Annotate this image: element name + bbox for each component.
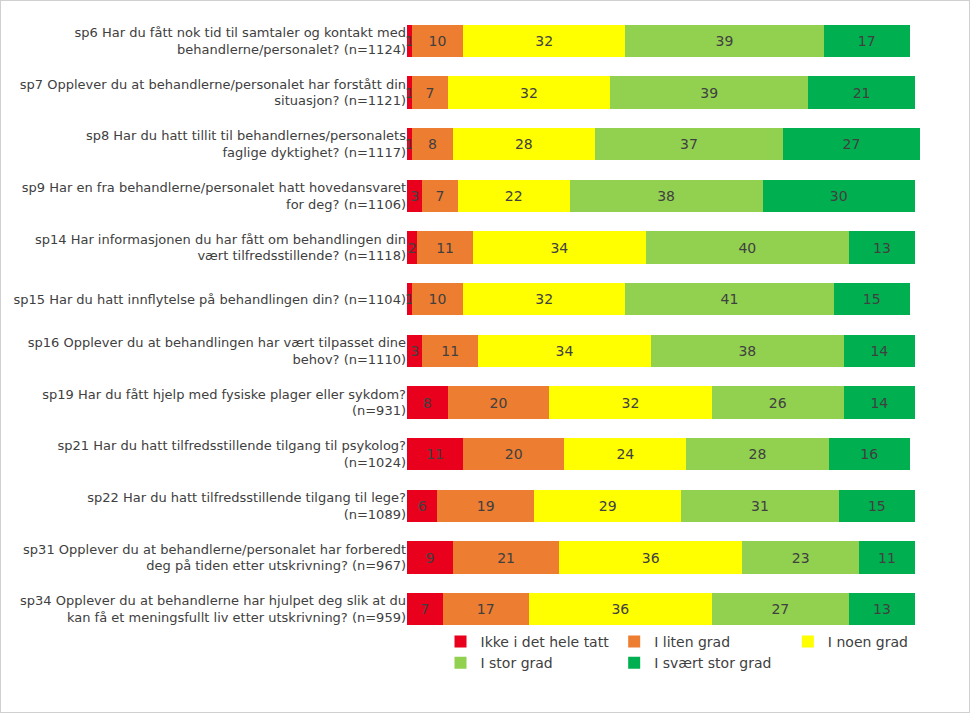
svg-text:8: 8 — [423, 395, 432, 411]
svg-text:sp7 Opplever du at behandlerne: sp7 Opplever du at behandlerne/personale… — [20, 77, 406, 109]
svg-text:21: 21 — [853, 85, 871, 101]
svg-text:8: 8 — [428, 136, 437, 152]
svg-text:36: 36 — [611, 601, 629, 617]
svg-text:3: 3 — [410, 343, 419, 359]
svg-text:24: 24 — [616, 446, 634, 462]
svg-text:19: 19 — [477, 498, 495, 514]
svg-text:22: 22 — [505, 188, 523, 204]
svg-text:28: 28 — [515, 136, 533, 152]
svg-text:38: 38 — [657, 188, 675, 204]
svg-text:6: 6 — [418, 498, 427, 514]
svg-text:sp6 Har du fått nok tid til sa: sp6 Har du fått nok tid til samtaler og … — [75, 25, 406, 57]
svg-text:sp31 Opplever du at behandlern: sp31 Opplever du at behandlerne/personal… — [23, 542, 406, 574]
svg-text:40: 40 — [738, 240, 756, 256]
svg-text:1: 1 — [405, 291, 414, 307]
svg-text:sp14 Har informasjonen du har: sp14 Har informasjonen du har fått om be… — [35, 232, 406, 264]
svg-text:I stor grad: I stor grad — [481, 655, 553, 671]
svg-text:sp21 Har du hatt tilfredsstill: sp21 Har du hatt tilfredsstillende tilga… — [58, 438, 406, 470]
svg-text:14: 14 — [870, 395, 888, 411]
svg-text:20: 20 — [490, 395, 508, 411]
svg-text:3: 3 — [410, 188, 419, 204]
svg-text:36: 36 — [642, 550, 660, 566]
svg-text:11: 11 — [436, 240, 454, 256]
svg-text:sp15 Har du hatt innflytelse p: sp15 Har du hatt innflytelse på behandli… — [13, 292, 406, 307]
svg-text:7: 7 — [425, 85, 434, 101]
svg-text:sp19 Har du fått hjelp med fys: sp19 Har du fått hjelp med fysiske plage… — [42, 387, 406, 419]
svg-text:14: 14 — [870, 343, 888, 359]
svg-text:I svært stor grad: I svært stor grad — [654, 655, 771, 671]
svg-text:sp34 Opplever du at behandlern: sp34 Opplever du at behandlerne har hjul… — [20, 593, 406, 625]
svg-text:15: 15 — [868, 498, 886, 514]
svg-text:1: 1 — [405, 85, 414, 101]
svg-text:9: 9 — [425, 550, 434, 566]
svg-text:27: 27 — [771, 601, 789, 617]
svg-text:34: 34 — [550, 240, 568, 256]
svg-text:32: 32 — [622, 395, 640, 411]
svg-text:28: 28 — [749, 446, 767, 462]
svg-text:10: 10 — [429, 33, 447, 49]
svg-text:7: 7 — [420, 601, 429, 617]
svg-text:21: 21 — [497, 550, 515, 566]
svg-text:sp22 Har du hatt tilfredsstill: sp22 Har du hatt tilfredsstillende tilga… — [87, 490, 406, 522]
svg-text:41: 41 — [721, 291, 739, 307]
svg-text:7: 7 — [436, 188, 445, 204]
svg-text:Ikke i det hele tatt: Ikke i det hele tatt — [481, 634, 610, 650]
svg-text:29: 29 — [599, 498, 617, 514]
svg-text:13: 13 — [873, 601, 891, 617]
svg-text:1: 1 — [405, 136, 414, 152]
svg-text:30: 30 — [830, 188, 848, 204]
svg-text:39: 39 — [700, 85, 718, 101]
svg-text:sp9 Har en fra behandlerne/per: sp9 Har en fra behandlerne/personalet ha… — [22, 180, 406, 212]
svg-text:1: 1 — [405, 33, 414, 49]
svg-text:2: 2 — [408, 240, 417, 256]
svg-text:sp16 Opplever du at behandling: sp16 Opplever du at behandlingen har vær… — [28, 335, 406, 367]
svg-text:I noen grad: I noen grad — [828, 634, 908, 650]
svg-text:26: 26 — [769, 395, 787, 411]
svg-text:17: 17 — [477, 601, 495, 617]
svg-text:11: 11 — [441, 343, 459, 359]
svg-text:37: 37 — [680, 136, 698, 152]
svg-text:27: 27 — [843, 136, 861, 152]
svg-text:11: 11 — [426, 446, 444, 462]
svg-text:32: 32 — [535, 33, 553, 49]
svg-text:I liten grad: I liten grad — [654, 634, 730, 650]
svg-text:sp8 Har du hatt tillit til beh: sp8 Har du hatt tillit til behandlernes/… — [86, 128, 406, 160]
svg-text:38: 38 — [738, 343, 756, 359]
svg-text:32: 32 — [520, 85, 538, 101]
svg-text:11: 11 — [878, 550, 896, 566]
svg-text:16: 16 — [860, 446, 878, 462]
svg-text:39: 39 — [716, 33, 734, 49]
svg-text:31: 31 — [751, 498, 769, 514]
svg-text:17: 17 — [858, 33, 876, 49]
svg-text:13: 13 — [873, 240, 891, 256]
svg-text:20: 20 — [505, 446, 523, 462]
svg-text:15: 15 — [863, 291, 881, 307]
svg-text:23: 23 — [792, 550, 810, 566]
svg-text:32: 32 — [535, 291, 553, 307]
svg-text:34: 34 — [556, 343, 574, 359]
svg-text:10: 10 — [429, 291, 447, 307]
